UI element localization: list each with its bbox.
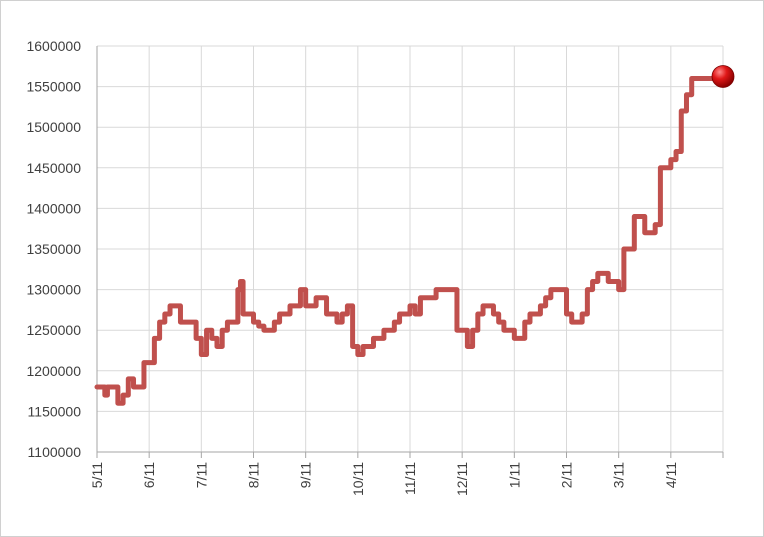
x-tick-label: 12/11	[454, 462, 470, 496]
last-point-marker	[711, 65, 735, 88]
x-tick-label: 5/11	[89, 462, 105, 488]
axes	[96, 46, 724, 458]
y-tick-label: 1250000	[26, 322, 81, 338]
gridlines	[97, 45, 724, 452]
y-tick-label: 1200000	[26, 363, 81, 379]
x-tick-label: 1/11	[506, 462, 522, 488]
y-tick-labels: 1100000 1150000 1200000 1250000 1300000 13500…	[26, 38, 81, 460]
y-tick-label: 1400000	[26, 200, 81, 216]
x-tick-label: 11/11	[402, 462, 418, 495]
x-tick-labels: 5/11 6/11 7/11 8/11 9/11 10/11 11/11 12/11 1/11 2…	[89, 462, 679, 496]
x-tick-label: 3/11	[611, 462, 627, 488]
x-tick-label: 10/11	[350, 462, 366, 496]
y-tick-label: 1350000	[26, 241, 81, 257]
y-tick-label: 1550000	[26, 79, 81, 95]
y-tick-label: 1500000	[26, 119, 81, 135]
x-tick-label: 4/11	[663, 462, 679, 488]
y-tick-label: 1600000	[26, 38, 81, 54]
x-tick-label: 7/11	[193, 462, 209, 488]
x-tick-label: 8/11	[246, 462, 262, 488]
y-tick-label: 1300000	[26, 282, 81, 298]
x-tick-label: 2/11	[559, 462, 575, 488]
y-tick-label: 1150000	[28, 403, 82, 419]
x-tick-label: 6/11	[141, 462, 157, 488]
y-tick-label: 1450000	[26, 160, 81, 176]
series-line	[94, 75, 726, 406]
y-tick-label: 1100000	[28, 444, 82, 460]
series-layer	[94, 65, 735, 406]
x-tick-label: 9/11	[298, 462, 314, 488]
